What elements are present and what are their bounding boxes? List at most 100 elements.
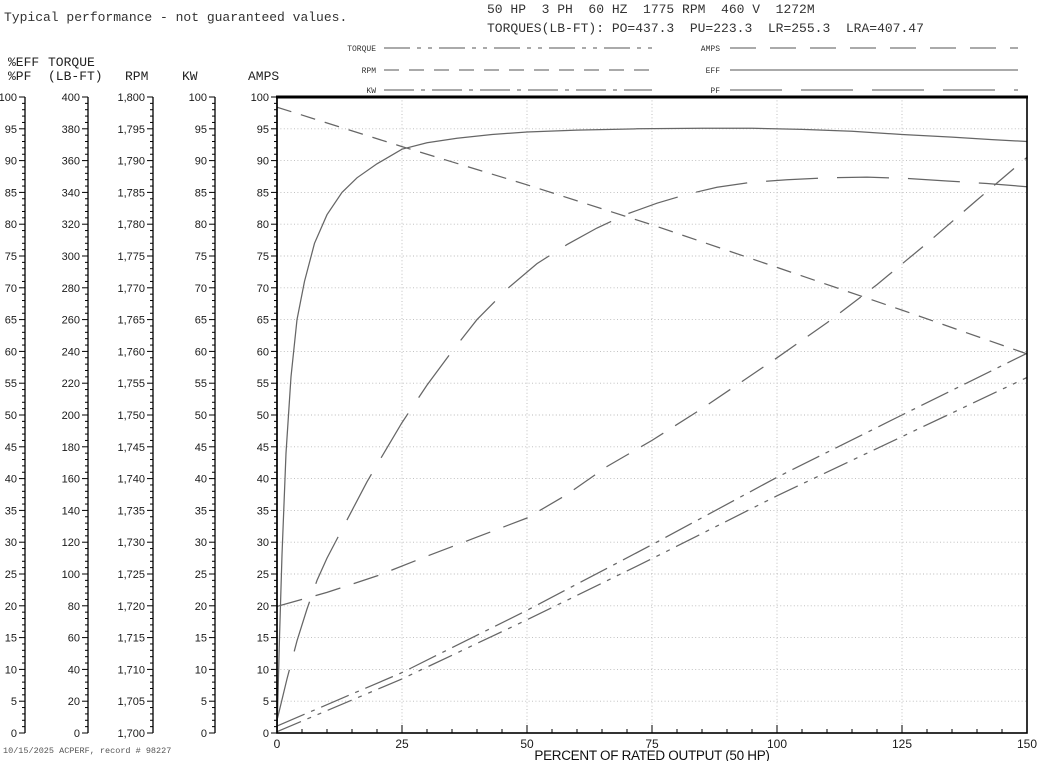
y-tick-label: 400	[62, 92, 80, 104]
x-tick-label: 25	[395, 737, 409, 751]
x-axis-title: PERCENT OF RATED OUTPUT (50 HP)	[534, 748, 769, 761]
y-axis-kw: 1009590858075706560555045403530252015105…	[182, 69, 216, 740]
y-tick-label: 1,730	[117, 537, 145, 549]
y-tick-label: 1,700	[117, 728, 145, 740]
y-tick-label: 85	[5, 187, 17, 199]
y-tick-label: 100	[62, 569, 80, 581]
y-tick-label: 70	[195, 283, 207, 295]
y-axis-title: %EFF	[8, 55, 39, 70]
y-axis-title: %PF	[8, 69, 31, 84]
x-tick-label: 125	[892, 737, 912, 751]
y-tick-label: 0	[263, 728, 269, 740]
y-tick-label: 1,745	[117, 442, 145, 454]
y-tick-label: 95	[257, 124, 269, 136]
y-tick-label: 35	[195, 505, 207, 517]
y-tick-label: 260	[62, 315, 80, 327]
record-stamp: 10/15/2025 ACPERF, record # 98227	[3, 746, 172, 756]
x-axis: 0 25 50 75 100 125 150 PERCENT OF RATED OUTPUT …	[274, 725, 1037, 761]
y-tick-label: 280	[62, 283, 80, 295]
y-tick-label: 75	[257, 251, 269, 263]
y-tick-label: 30	[5, 537, 17, 549]
legend-label-rpm: RPM	[362, 67, 377, 76]
y-tick-label: 1,780	[117, 219, 145, 231]
y-tick-label: 120	[62, 537, 80, 549]
curve-rpm	[277, 106, 1027, 355]
y-tick-label: 340	[62, 187, 80, 199]
y-tick-label: 60	[68, 633, 80, 645]
y-tick-label: 0	[201, 728, 207, 740]
y-tick-label: 40	[68, 664, 80, 676]
y-tick-label: 35	[5, 505, 17, 517]
y-tick-label: 240	[62, 346, 80, 358]
y-tick-label: 360	[62, 156, 80, 168]
y-tick-label: 55	[257, 378, 269, 390]
y-tick-label: 45	[5, 442, 17, 454]
y-tick-label: 1,715	[117, 633, 145, 645]
y-tick-label: 85	[195, 187, 207, 199]
x-tick-label: 100	[767, 737, 787, 751]
y-tick-label: 85	[257, 187, 269, 199]
legend-label-pf: PF	[710, 87, 720, 96]
y-tick-label: 90	[257, 156, 269, 168]
y-tick-label: 10	[5, 664, 17, 676]
y-tick-label: 1,790	[117, 156, 145, 168]
y-tick-label: 1,750	[117, 410, 145, 422]
y-tick-label: 80	[68, 601, 80, 613]
y-tick-label: 25	[195, 569, 207, 581]
y-tick-label: 40	[257, 474, 269, 486]
y-tick-label: 50	[195, 410, 207, 422]
y-tick-label: 180	[62, 442, 80, 454]
y-tick-label: 5	[201, 696, 207, 708]
y-tick-label: 35	[257, 505, 269, 517]
y-tick-label: 65	[257, 315, 269, 327]
y-axis-rpm: 1,800 1,795 1,790 1,785 1,780 1,775 1,770 1,765…	[117, 69, 154, 740]
y-tick-label: 45	[195, 442, 207, 454]
y-tick-label: 15	[5, 633, 17, 645]
y-tick-label: 90	[195, 156, 207, 168]
y-tick-label: 1,765	[117, 315, 145, 327]
y-tick-label: 75	[5, 251, 17, 263]
y-tick-label: 65	[5, 315, 17, 327]
y-tick-label: 100	[189, 92, 207, 104]
gridlines	[277, 97, 1028, 733]
y-tick-label: 1,755	[117, 378, 145, 390]
y-tick-label: 1,735	[117, 505, 145, 517]
y-axis-title: RPM	[125, 69, 148, 84]
legend: TORQUE RPM KW AMPS EFF PF	[347, 45, 1018, 96]
legend-label-amps: AMPS	[701, 45, 720, 54]
y-tick-label: 70	[257, 283, 269, 295]
x-tick-label: 150	[1017, 737, 1037, 751]
y-tick-label: 1,795	[117, 124, 145, 136]
y-tick-label: 1,705	[117, 696, 145, 708]
y-tick-label: 1,800	[117, 92, 145, 104]
legend-label-kw: KW	[366, 87, 376, 96]
y-tick-label: 320	[62, 219, 80, 231]
y-tick-label: 160	[62, 474, 80, 486]
y-tick-label: 40	[5, 474, 17, 486]
y-tick-label: 15	[195, 633, 207, 645]
legend-label-torque: TORQUE	[347, 45, 376, 54]
y-tick-label: 20	[257, 601, 269, 613]
y-tick-label: 65	[195, 315, 207, 327]
curve-amps	[277, 156, 1027, 608]
y-tick-label: 20	[5, 601, 17, 613]
curve-pf	[277, 176, 1027, 721]
curves	[277, 106, 1027, 733]
y-tick-label: 90	[5, 156, 17, 168]
curve-kw	[277, 352, 1027, 727]
y-tick-label: 10	[257, 664, 269, 676]
y-tick-label: 50	[257, 410, 269, 422]
y-tick-label: 1,775	[117, 251, 145, 263]
y-tick-label: 25	[5, 569, 17, 581]
y-tick-label: 80	[5, 219, 17, 231]
y-tick-label: 100	[0, 92, 17, 104]
y-tick-label: 10	[195, 664, 207, 676]
y-axis-torque: 4003803603403203002802602402202001801601…	[48, 55, 103, 740]
y-tick-label: 15	[257, 633, 269, 645]
y-tick-label: 25	[257, 569, 269, 581]
y-tick-label: 1,785	[117, 187, 145, 199]
y-tick-label: 45	[257, 442, 269, 454]
y-tick-label: 60	[195, 346, 207, 358]
y-tick-label: 0	[11, 728, 17, 740]
